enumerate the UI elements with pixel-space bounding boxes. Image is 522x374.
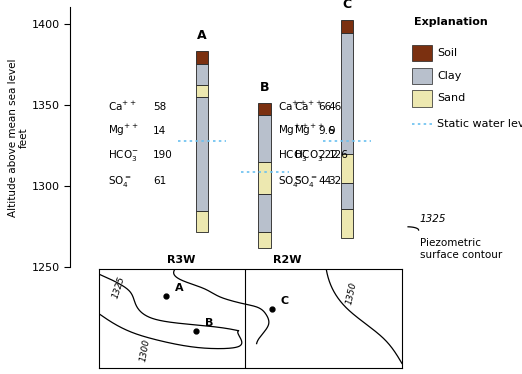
- Text: A: A: [175, 283, 184, 293]
- Text: Mg$^{++}$: Mg$^{++}$: [278, 123, 309, 138]
- Text: R3W: R3W: [167, 255, 195, 265]
- Text: B: B: [260, 80, 269, 94]
- Bar: [412, 45, 432, 61]
- Text: 66: 66: [318, 102, 331, 111]
- Bar: [258, 115, 271, 162]
- Text: HCO$_3^{-}$: HCO$_3^{-}$: [293, 148, 324, 163]
- Bar: [341, 183, 353, 209]
- Text: R2W: R2W: [272, 255, 301, 265]
- Text: SO$_4^{=}$: SO$_4^{=}$: [293, 174, 317, 189]
- Bar: [196, 64, 208, 86]
- Text: SO$_4^{=}$: SO$_4^{=}$: [278, 174, 302, 189]
- Text: 44: 44: [318, 176, 331, 186]
- Text: Mg$^{++}$: Mg$^{++}$: [109, 123, 139, 138]
- Text: 1350: 1350: [345, 281, 358, 305]
- Text: 32: 32: [328, 176, 342, 186]
- Bar: [196, 51, 208, 64]
- Text: Ca$^{++}$: Ca$^{++}$: [293, 100, 322, 113]
- Bar: [196, 86, 208, 97]
- Text: 61: 61: [153, 176, 167, 186]
- Text: C: C: [342, 0, 352, 11]
- Bar: [258, 194, 271, 232]
- Text: 1300: 1300: [138, 338, 151, 363]
- Text: Soil: Soil: [437, 48, 457, 58]
- Text: Clay: Clay: [437, 71, 462, 81]
- Text: 58: 58: [153, 102, 167, 111]
- Text: B: B: [205, 318, 213, 328]
- Text: Ca$^{++}$: Ca$^{++}$: [109, 100, 137, 113]
- Y-axis label: Altitude above mean sea level
feet: Altitude above mean sea level feet: [7, 58, 29, 217]
- Text: 1325: 1325: [111, 275, 127, 300]
- Text: Sand: Sand: [437, 94, 466, 104]
- Bar: [341, 209, 353, 238]
- Text: 126: 126: [328, 150, 348, 160]
- Text: HCO$_3^{-}$: HCO$_3^{-}$: [278, 148, 309, 163]
- Bar: [412, 91, 432, 107]
- Bar: [341, 21, 353, 33]
- Text: 9: 9: [328, 126, 335, 136]
- Text: 222: 222: [318, 150, 338, 160]
- Text: Explanation: Explanation: [414, 17, 488, 27]
- Bar: [341, 33, 353, 154]
- Text: 14: 14: [153, 126, 167, 136]
- Text: Piezometric
surface contour: Piezometric surface contour: [420, 238, 502, 260]
- Text: A: A: [197, 28, 207, 42]
- Bar: [412, 68, 432, 84]
- Bar: [258, 232, 271, 248]
- Text: HCO$_3^{-}$: HCO$_3^{-}$: [109, 148, 139, 163]
- Text: Static water level: Static water level: [437, 119, 522, 129]
- Bar: [341, 154, 353, 183]
- Text: 9.6: 9.6: [318, 126, 335, 136]
- Bar: [196, 97, 208, 211]
- Text: Mg$^{++}$: Mg$^{++}$: [293, 123, 324, 138]
- Text: 190: 190: [153, 150, 173, 160]
- Text: 1325: 1325: [420, 214, 446, 224]
- Text: Ca$^{++}$: Ca$^{++}$: [278, 100, 306, 113]
- Text: 46: 46: [328, 102, 342, 111]
- Text: SO$_4^{=}$: SO$_4^{=}$: [109, 174, 132, 189]
- Bar: [258, 103, 271, 115]
- Bar: [196, 211, 208, 232]
- Text: C: C: [281, 296, 289, 306]
- Bar: [258, 162, 271, 194]
